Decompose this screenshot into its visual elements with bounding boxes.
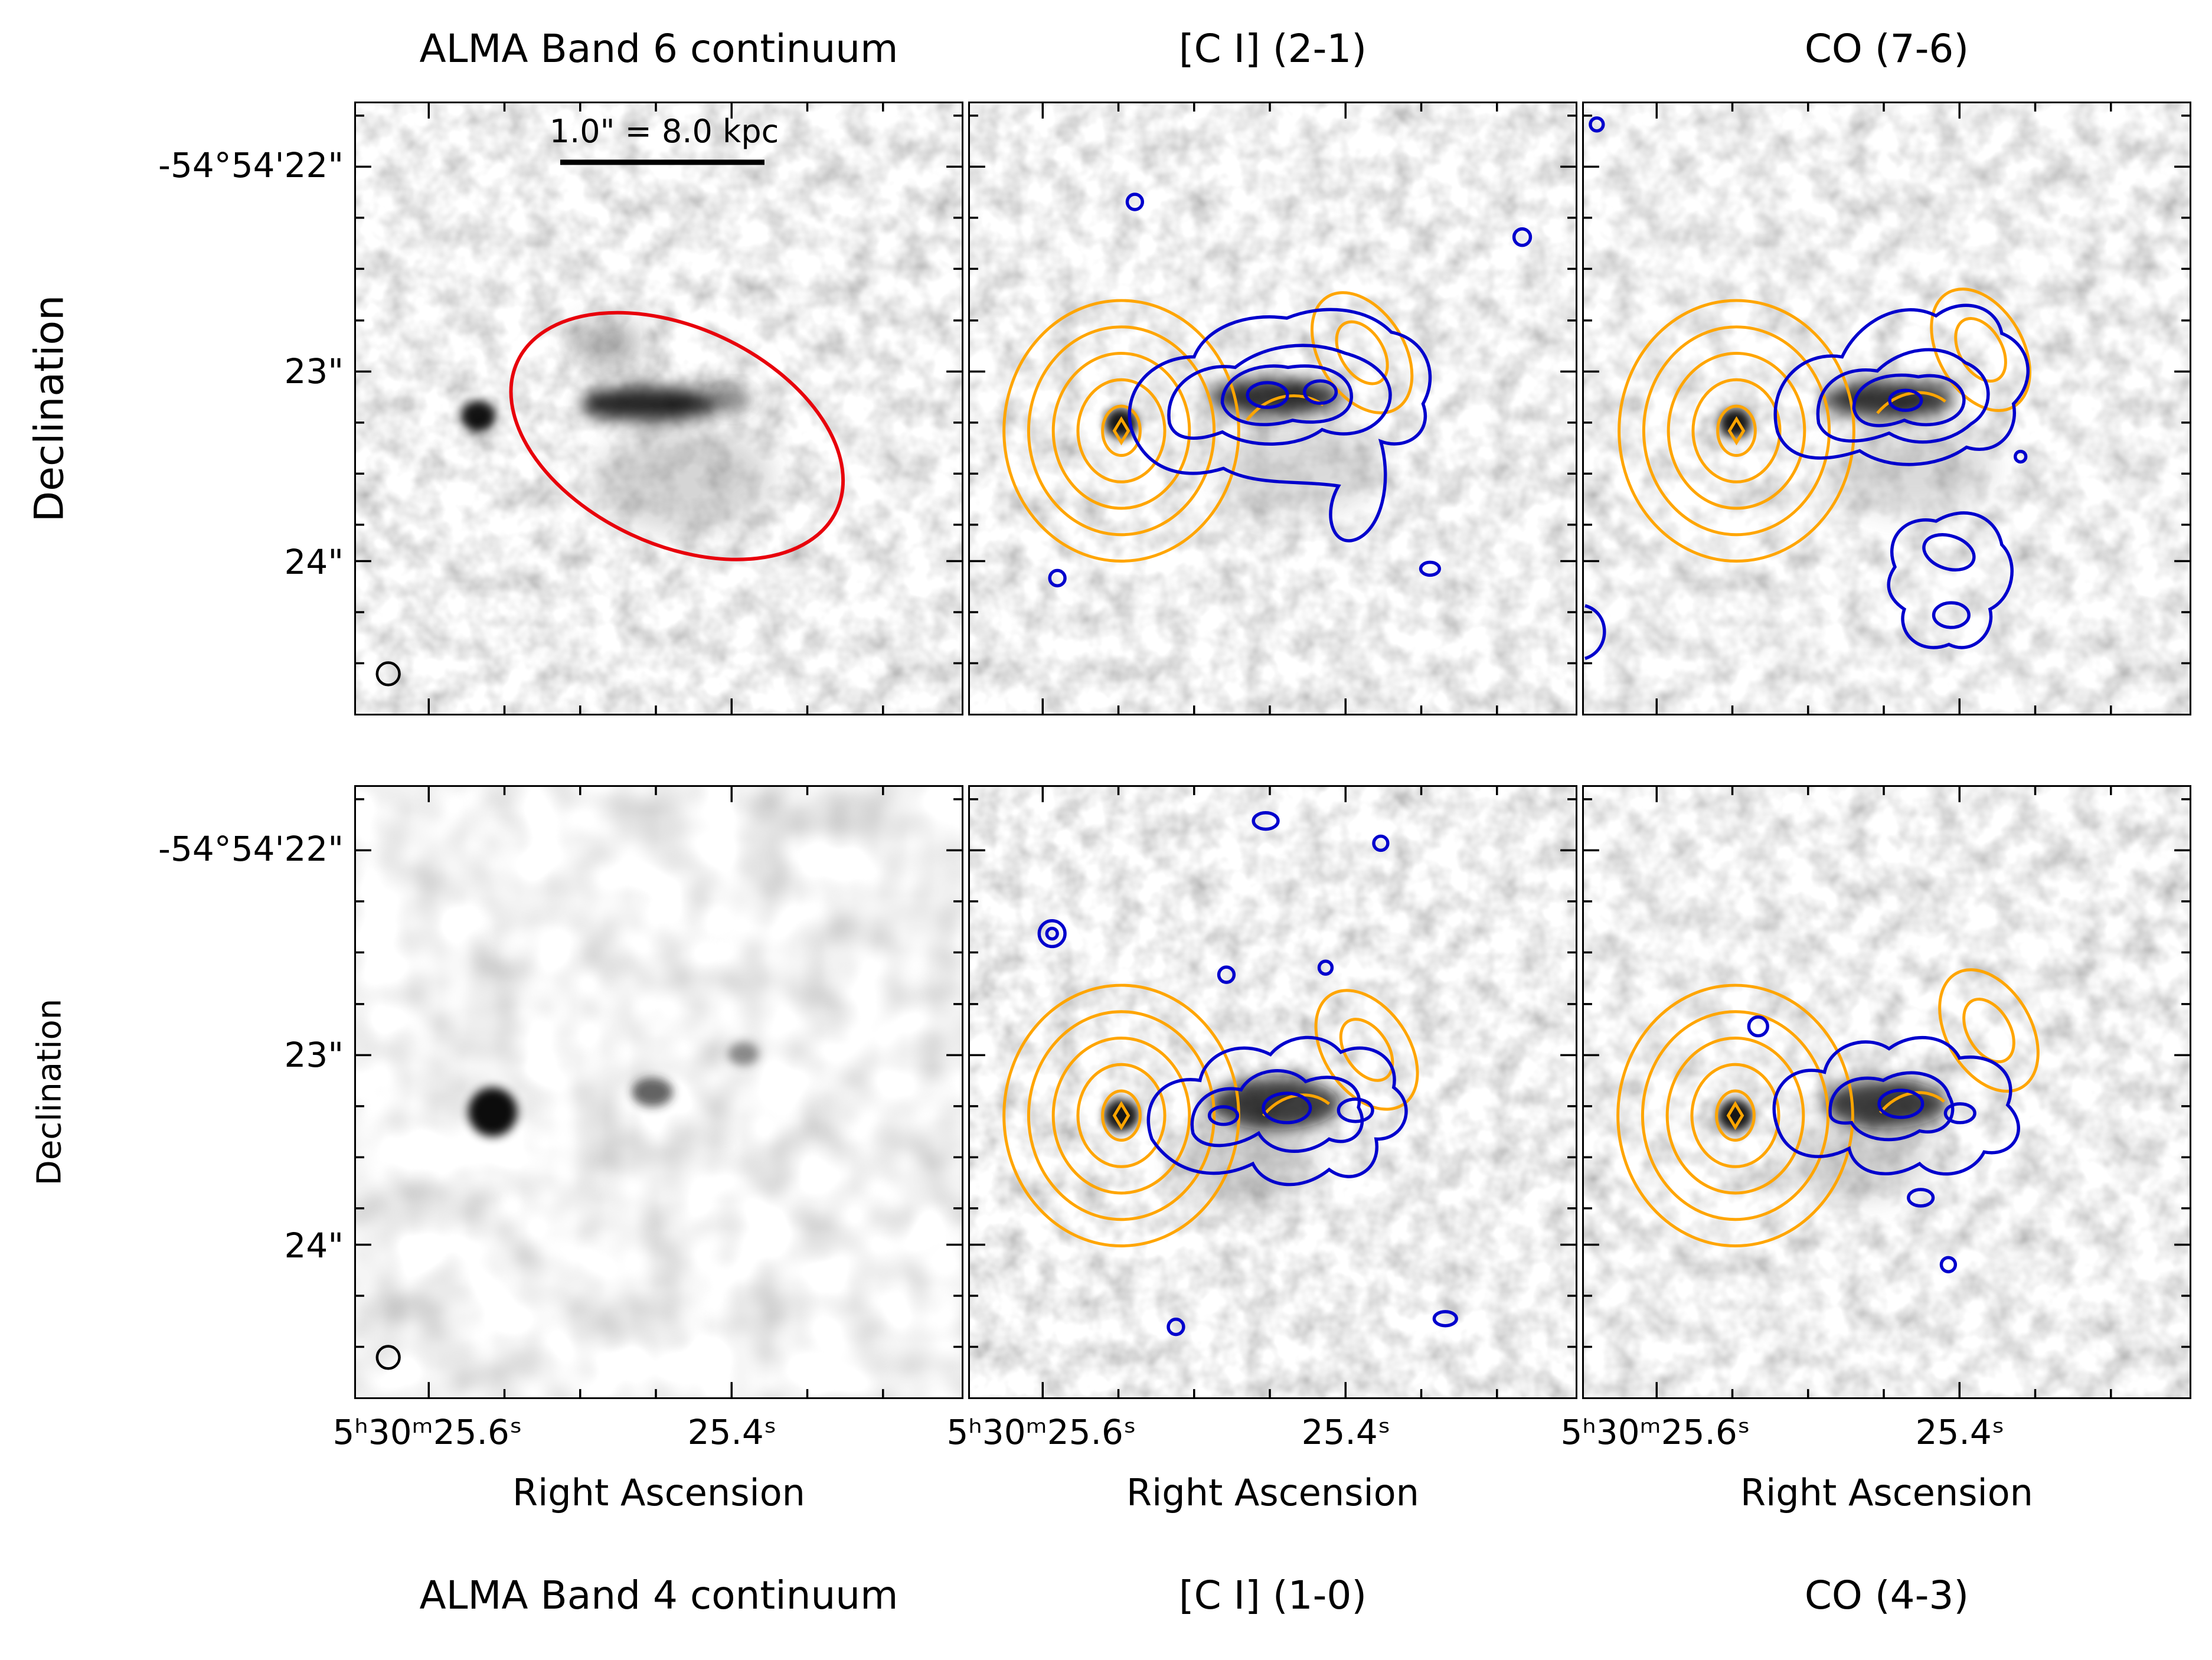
ytick-label: 23" — [284, 351, 344, 391]
panel-co-4-3 — [1582, 785, 2191, 1399]
ytick-label: -54°54'22" — [158, 829, 344, 869]
panel-title-co-7-6: CO (7-6) — [1804, 26, 1969, 71]
axis-ticks — [1584, 103, 2190, 714]
panel-title-band4-continuum: ALMA Band 4 continuum — [419, 1573, 898, 1618]
ytick-label: 24" — [284, 1226, 344, 1266]
red-ellipse-annotation — [509, 311, 845, 561]
panel-overlay — [970, 787, 1576, 1397]
blue-contours-line-emission — [1584, 116, 2030, 661]
axis-ticks — [356, 787, 962, 1397]
galaxy-sources — [1105, 378, 1381, 514]
axis-ticks — [970, 787, 1576, 1397]
panel-title-co-4-3: CO (4-3) — [1804, 1573, 1969, 1618]
axis-ticks — [356, 103, 962, 714]
panel-co-7-6 — [1582, 102, 2191, 715]
galaxy-sources — [1718, 381, 1995, 514]
galaxy-sources — [1717, 1079, 1948, 1198]
scale-bar — [560, 159, 764, 165]
xtick-label: 25.4ˢ — [1915, 1412, 2005, 1452]
xtick-label: 25.4ˢ — [687, 1412, 777, 1452]
xtick-label: 25.4ˢ — [1301, 1412, 1391, 1452]
xtick-label: 5ʰ30ᵐ25.6ˢ — [1560, 1412, 1750, 1452]
panel-ci-2-1 — [968, 102, 1577, 715]
orange-contours-secondary — [1919, 952, 2058, 1108]
beam-icon — [375, 661, 401, 687]
panel-overlay — [1584, 787, 2190, 1397]
panel-overlay — [356, 787, 962, 1397]
xtick-label: 5ʰ30ᵐ25.6ˢ — [946, 1412, 1136, 1452]
ytick-label: 23" — [284, 1035, 344, 1075]
y-axis-label-top: Declination — [26, 295, 73, 522]
galaxy-sources — [460, 323, 773, 532]
x-axis-label: Right Ascension — [1740, 1471, 2033, 1514]
panel-alma-band4-continuum — [354, 785, 963, 1399]
orange-arc-near-peak — [1246, 394, 1324, 421]
blue-contours-line-emission — [1048, 192, 1533, 587]
panel-title-band6-continuum: ALMA Band 6 continuum — [419, 26, 898, 71]
panel-overlay — [1584, 103, 2190, 714]
blue-contours-line-emission — [1037, 811, 1458, 1337]
xtick-label: 5ʰ30ᵐ25.6ˢ — [332, 1412, 522, 1452]
panel-overlay — [970, 103, 1576, 714]
axis-ticks — [970, 103, 1576, 714]
panel-ci-1-0 — [968, 785, 1577, 1399]
panel-title-ci-1-0: [C I] (1-0) — [1178, 1573, 1367, 1618]
y-axis-label-bottom: Declination — [30, 998, 69, 1186]
scalebar-label: 1.0" = 8.0 kpc — [549, 113, 779, 150]
galaxy-sources — [468, 1042, 759, 1137]
blue-contours-line-emission — [1747, 1015, 2020, 1273]
panel-alma-band6-continuum: 1.0" = 8.0 kpc — [354, 102, 963, 715]
panel-overlay — [356, 103, 962, 714]
orange-arc-near-peak — [1876, 391, 1946, 414]
x-axis-label: Right Ascension — [1126, 1471, 1419, 1514]
ytick-label: -54°54'22" — [158, 145, 344, 185]
beam-icon — [375, 1345, 401, 1370]
axis-ticks — [1584, 787, 2190, 1397]
x-axis-label: Right Ascension — [512, 1471, 805, 1514]
ytick-label: 24" — [284, 542, 344, 582]
panel-title-ci-2-1: [C I] (2-1) — [1178, 26, 1367, 71]
